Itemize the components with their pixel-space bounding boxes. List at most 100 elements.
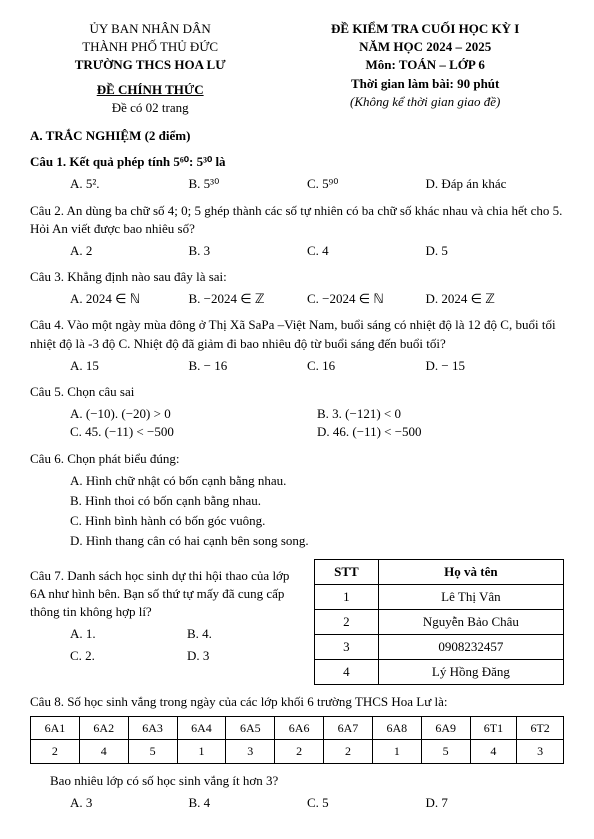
q8-col: 6A4 [177,716,226,740]
q8-val: 3 [517,740,564,764]
q3-choice-a: A. 2024 ∈ ℕ [70,290,189,308]
q4-choice-b: B. − 16 [189,357,308,375]
question-7-wrap: Câu 7. Danh sách học sinh dự thi hội tha… [30,559,564,686]
table-row: 1 Lê Thị Vân [315,584,564,609]
org-line2: THÀNH PHỐ THỦ ĐỨC [30,38,270,56]
q5-text: Câu 5. Chọn câu sai [30,384,134,399]
q8-col: 6A3 [128,716,177,740]
q4-choice-d: D. − 15 [426,357,545,375]
q7-cell: 1 [315,584,379,609]
q4-choices: A. 15 B. − 16 C. 16 D. − 15 [30,357,564,375]
official-label: ĐỀ CHÍNH THỨC [30,81,270,99]
q7-th-name: Họ và tên [378,559,563,584]
q8-val: 2 [31,740,80,764]
q1-text: Câu 1. Kết quả phép tính 5⁶⁰: 5³⁰ là [30,154,226,169]
q8-subquestion: Bao nhiêu lớp có số học sinh vắng ít hơn… [30,772,564,790]
table-row: 3 0908232457 [315,635,564,660]
q3-choice-b: B. −2024 ∈ ℤ [189,290,308,308]
table-row: 4 Lý Hồng Đăng [315,660,564,685]
q8-val: 4 [79,740,128,764]
question-8: Câu 8. Số học sinh vắng trong ngày của c… [30,693,564,711]
q2-choice-c: C. 4 [307,242,426,260]
q6-text: Câu 6. Chọn phát biểu đúng: [30,451,180,466]
question-3: Câu 3. Khẳng định nào sau đây là sai: [30,268,564,286]
q3-choice-c: C. −2024 ∈ ℕ [307,290,426,308]
q4-text: Câu 4. Vào một ngày mùa đông ở Thị Xã Sa… [30,317,556,350]
q8-choice-c: C. 5 [307,794,426,812]
q1-choice-a: A. 5². [70,175,189,193]
q7-cell: 3 [315,635,379,660]
q1-choices: A. 5². B. 5³⁰ C. 5⁹⁰ D. Đáp án khác [30,175,564,193]
q8-choice-a: A. 3 [70,794,189,812]
q5-choices: A. (−10). (−20) > 0 B. 3. (−121) < 0 C. … [30,405,564,441]
q1-choice-b: B. 5³⁰ [189,175,308,193]
q4-choice-c: C. 16 [307,357,426,375]
q6-choice-d: D. Hình thang cân có hai cạnh bên song s… [70,532,564,550]
q1-choice-c: C. 5⁹⁰ [307,175,426,193]
q8-col: 6A5 [226,716,275,740]
q8-choice-d: D. 7 [426,794,545,812]
page-count: Đề có 02 trang [30,99,270,117]
school-name: TRƯỜNG THCS HOA LƯ [30,56,270,74]
q7-table: STT Họ và tên 1 Lê Thị Vân 2 Nguyễn Bảo … [314,559,564,686]
q8-col: 6A1 [31,716,80,740]
q8-col: 6A2 [79,716,128,740]
q8-col: 6A6 [275,716,324,740]
q8-val: 5 [421,740,470,764]
q8-col: 6T2 [517,716,564,740]
header-right: ĐỀ KIỂM TRA CUỐI HỌC KỲ I NĂM HỌC 2024 –… [286,20,564,117]
q8-table: 6A1 6A2 6A3 6A4 6A5 6A6 6A7 6A8 6A9 6T1 … [30,716,564,765]
q2-choice-d: D. 5 [426,242,545,260]
q6-choice-c: C. Hình bình hành có bốn góc vuông. [70,512,564,530]
q7-cell: Lý Hồng Đăng [378,660,563,685]
q5-choice-d: D. 46. (−11) < −500 [317,423,564,441]
question-6: Câu 6. Chọn phát biểu đúng: [30,450,564,468]
question-2: Câu 2. An dùng ba chữ số 4; 0; 5 ghép th… [30,202,564,238]
q7-cell: 4 [315,660,379,685]
q8-val: 2 [275,740,324,764]
school-year: NĂM HỌC 2024 – 2025 [286,38,564,56]
q8-val: 2 [324,740,373,764]
question-7: Câu 7. Danh sách học sinh dự thi hội tha… [30,567,304,622]
q7-choices: A. 1. B. 4. [30,625,304,643]
q7-cell: Nguyễn Bảo Châu [378,609,563,634]
exam-title: ĐỀ KIỂM TRA CUỐI HỌC KỲ I [286,20,564,38]
q6-choice-a: A. Hình chữ nhật có bốn cạnh bằng nhau. [70,472,564,490]
q8-choices: A. 3 B. 4 C. 5 D. 7 [30,794,564,812]
duration-note: (Không kể thời gian giao đề) [286,93,564,111]
q8-col: 6A7 [324,716,373,740]
q8-val: 4 [470,740,517,764]
q7-th-stt: STT [315,559,379,584]
q4-choice-a: A. 15 [70,357,189,375]
q7-text: Câu 7. Danh sách học sinh dự thi hội tha… [30,568,289,619]
q3-text: Câu 3. Khẳng định nào sau đây là sai: [30,269,227,284]
org-line1: ỦY BAN NHÂN DÂN [30,20,270,38]
q2-choices: A. 2 B. 3 C. 4 D. 5 [30,242,564,260]
q8-val: 1 [372,740,421,764]
duration: Thời gian làm bài: 90 phút [286,75,564,93]
q2-choice-b: B. 3 [189,242,308,260]
q8-col: 6A8 [372,716,421,740]
q8-choice-b: B. 4 [189,794,308,812]
q3-choice-d: D. 2024 ∈ ℤ [426,290,545,308]
q8-text: Câu 8. Số học sinh vắng trong ngày của c… [30,694,448,709]
q7-choice-a: A. 1. [70,625,187,643]
question-7-left: Câu 7. Danh sách học sinh dự thi hội tha… [30,559,304,686]
q7-cell: 0908232457 [378,635,563,660]
q7-choice-b: B. 4. [187,625,304,643]
q5-choice-a: A. (−10). (−20) > 0 [70,405,317,423]
q6-choices: A. Hình chữ nhật có bốn cạnh bằng nhau. … [30,472,564,551]
table-row: 6A1 6A2 6A3 6A4 6A5 6A6 6A7 6A8 6A9 6T1 … [31,716,564,740]
q8-val: 3 [226,740,275,764]
section-a-title: A. TRẮC NGHIỆM (2 điểm) [30,127,564,145]
q5-choice-b: B. 3. (−121) < 0 [317,405,564,423]
q2-text: Câu 2. An dùng ba chữ số 4; 0; 5 ghép th… [30,203,562,236]
subject-grade: Môn: TOÁN – LỚP 6 [286,56,564,74]
table-row: 2 4 5 1 3 2 2 1 5 4 3 [31,740,564,764]
q7-cell: Lê Thị Vân [378,584,563,609]
header-left: ỦY BAN NHÂN DÂN THÀNH PHỐ THỦ ĐỨC TRƯỜNG… [30,20,270,117]
q2-choice-a: A. 2 [70,242,189,260]
q8-val: 5 [128,740,177,764]
q8-col: 6T1 [470,716,517,740]
q1-choice-d: D. Đáp án khác [426,175,545,193]
